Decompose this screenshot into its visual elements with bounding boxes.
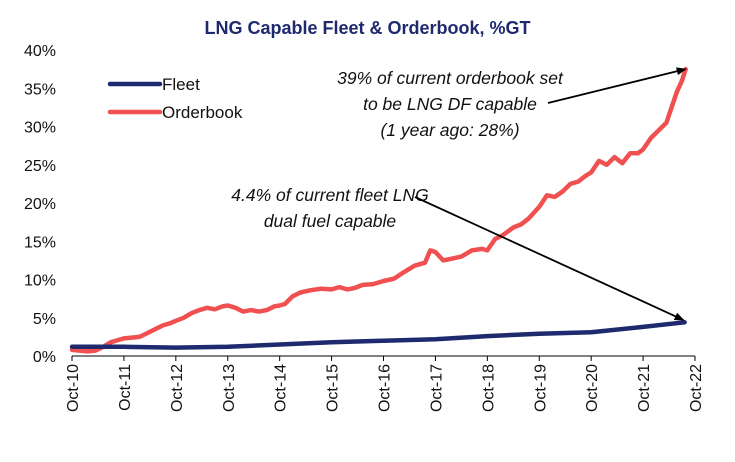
annotation-1-line: 39% of current orderbook set (337, 68, 564, 88)
annotations: 39% of current orderbook set to be LNG DF… (231, 67, 687, 321)
annotation-2-line: 4.4% of current fleet LNG (231, 185, 428, 205)
x-tick-label: Oct-11 (117, 364, 134, 411)
annotation-2-arrow (414, 196, 685, 321)
series-line-orderbook (69, 66, 688, 354)
y-tick-label: 10% (24, 273, 56, 290)
axes: 0% 5% 10% 15% 20% 25% 30% 35% 40% Oct-10 Oct-11 Oct… (24, 43, 705, 412)
x-tick-label: Oct-12 (169, 364, 186, 412)
x-tick-label: Oct-16 (377, 364, 394, 412)
x-tick-label: Oct-18 (480, 364, 497, 412)
annotation-1-line: (1 year ago: 28%) (380, 120, 519, 140)
y-tick-label: 20% (24, 196, 56, 213)
x-tick-label: Oct-10 (65, 364, 82, 412)
y-tick-label: 15% (24, 234, 56, 251)
series-lines (69, 66, 688, 354)
x-tick-label: Oct-20 (584, 364, 601, 412)
annotation-1-arrow (547, 67, 687, 104)
x-tick-label: Oct-14 (273, 364, 290, 412)
chart-title: LNG Capable Fleet & Orderbook, %GT (204, 18, 531, 38)
x-tick-label: Oct-21 (636, 364, 653, 412)
x-tick-label: Oct-17 (428, 364, 445, 412)
legend-label-fleet: Fleet (162, 75, 200, 94)
y-tick-label: 0% (33, 349, 56, 366)
y-tick-label: 30% (24, 120, 56, 137)
y-tick-label: 35% (24, 81, 56, 98)
x-tick-label: Oct-22 (688, 364, 705, 412)
annotation-2-line: dual fuel capable (264, 211, 397, 231)
x-tick-label: Oct-15 (325, 364, 342, 412)
legend-label-orderbook: Orderbook (162, 103, 243, 122)
x-tick-label: Oct-19 (532, 364, 549, 412)
y-tick-label: 25% (24, 158, 56, 175)
x-tick-label: Oct-13 (221, 364, 238, 412)
series-line-fleet (69, 320, 687, 350)
y-tick-label: 40% (24, 43, 56, 60)
y-tick-label: 5% (33, 311, 56, 328)
legend: Fleet Orderbook (107, 75, 243, 122)
annotation-1-line: to be LNG DF capable (363, 94, 537, 114)
